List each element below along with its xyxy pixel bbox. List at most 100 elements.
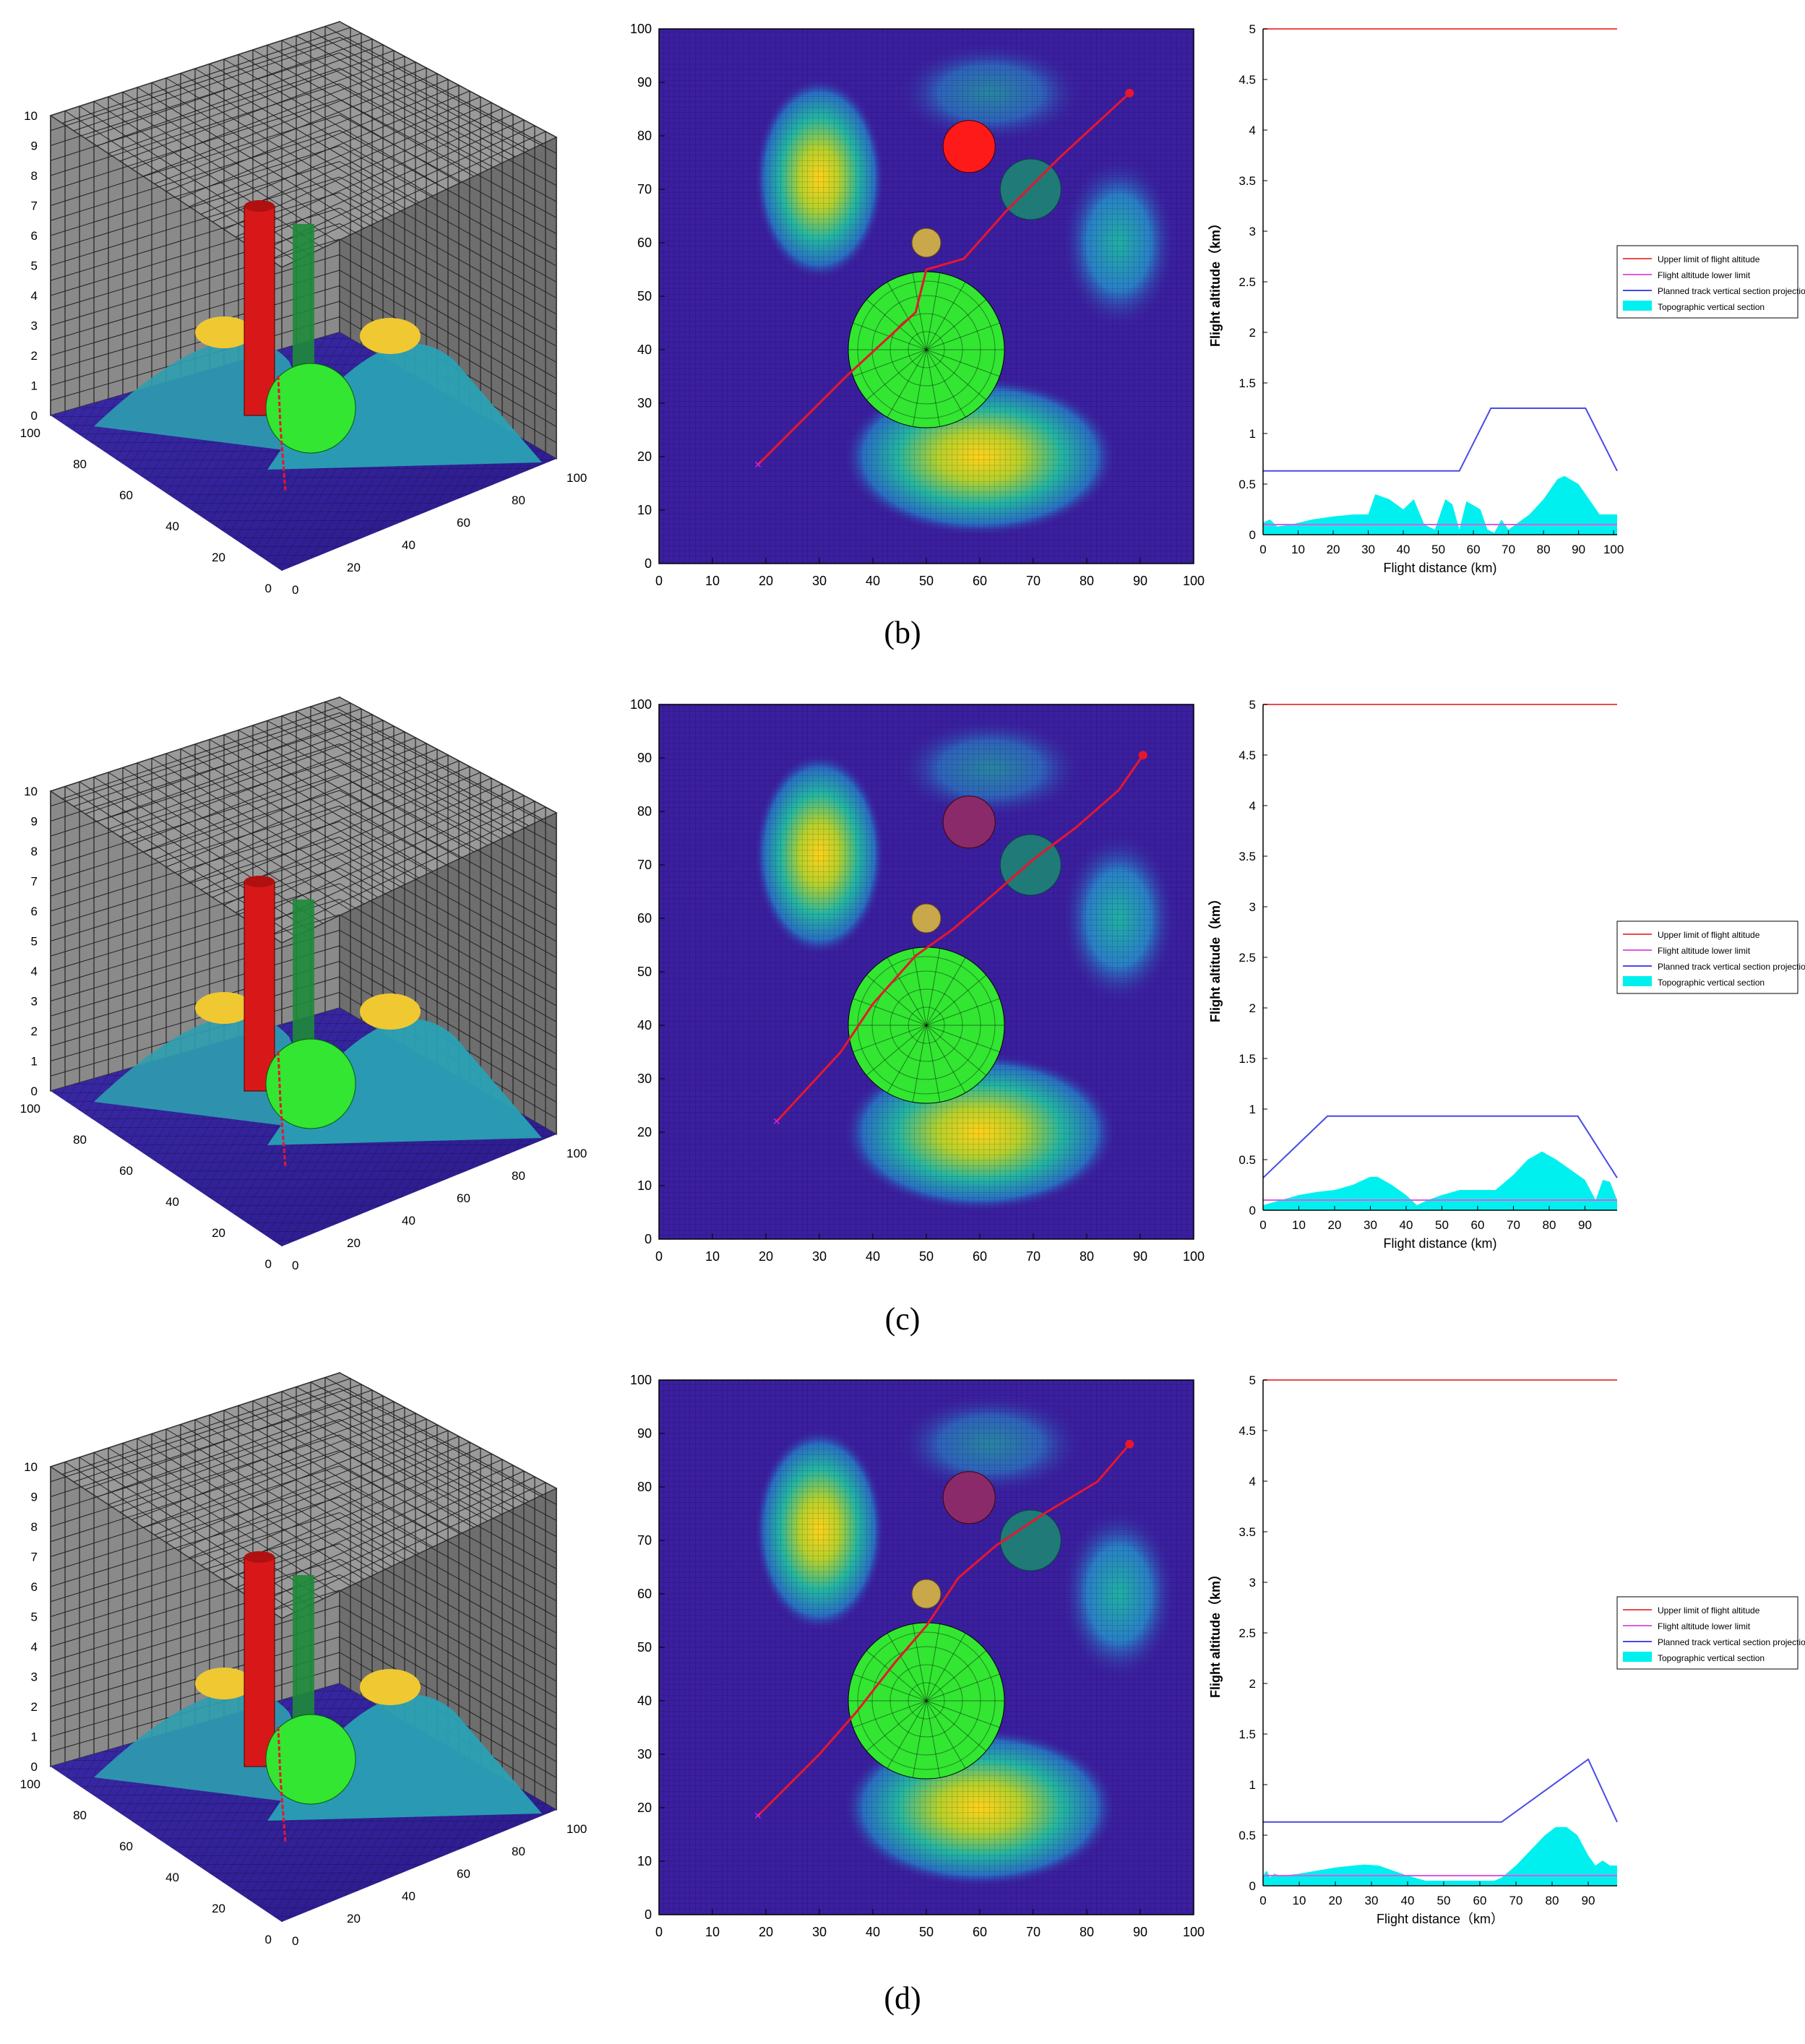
x-tick-label: 30 bbox=[1361, 543, 1375, 556]
y-tick-label: 70 bbox=[637, 858, 652, 872]
x-tick-label: 20 bbox=[347, 1912, 361, 1926]
x-tick-label: 0 bbox=[1259, 543, 1266, 556]
grid-line bbox=[209, 1415, 434, 1548]
z-tick-label: 9 bbox=[31, 139, 38, 153]
threat-zone-spoke bbox=[926, 1025, 1000, 1053]
x-tick-label: 50 bbox=[919, 574, 934, 588]
x-tick-label: 100 bbox=[1183, 1249, 1205, 1264]
grid-line bbox=[310, 30, 530, 151]
planned-track bbox=[757, 92, 1131, 466]
threat-zone-ring bbox=[889, 1664, 963, 1738]
z-tick-label: 4 bbox=[31, 289, 38, 303]
threat-zone-yellow bbox=[911, 228, 942, 258]
threat-zone-yellow bbox=[911, 903, 942, 933]
threat-zone-teal bbox=[999, 834, 1061, 896]
z-tick-label: 1 bbox=[31, 1055, 38, 1069]
z-tick-label: 2 bbox=[31, 349, 38, 363]
z-tick-label: 10 bbox=[24, 109, 38, 123]
z-tick-label: 5 bbox=[31, 259, 38, 273]
x-tick-label: 70 bbox=[1502, 543, 1515, 556]
grid-line bbox=[223, 734, 447, 866]
x-tick-label: 40 bbox=[866, 1925, 880, 1939]
grid-line bbox=[50, 1574, 340, 1663]
x-tick-label: 30 bbox=[812, 1925, 827, 1939]
x-tick-label: 40 bbox=[1400, 1218, 1413, 1232]
x-axis-label: Flight distance（km） bbox=[1377, 1912, 1504, 1926]
threat-zone-ring bbox=[857, 1631, 996, 1770]
track-start-marker: × bbox=[754, 1808, 762, 1823]
legend-entry: Planned track vertical section projectio… bbox=[1658, 962, 1805, 972]
grid-line bbox=[238, 54, 461, 184]
grid-line bbox=[50, 1543, 340, 1632]
grid-line bbox=[339, 868, 557, 991]
terrain-peak-right bbox=[360, 993, 421, 1030]
planned-track bbox=[757, 1443, 1131, 1817]
y-tick-label: 3 bbox=[1249, 225, 1256, 238]
terrain-peak-left bbox=[195, 992, 253, 1024]
y-tick-label: 0 bbox=[265, 582, 272, 595]
y-axis-label: Flight altitude（km） bbox=[1208, 217, 1223, 347]
y-tick-label: 20 bbox=[212, 1226, 225, 1240]
y-tick-label: 2 bbox=[1249, 326, 1256, 340]
x-axis-label: Flight distance (km) bbox=[1383, 561, 1496, 575]
grid-line bbox=[50, 883, 340, 972]
grid-line bbox=[50, 868, 340, 957]
threat-zone-spoke bbox=[887, 349, 927, 418]
threat-zone-spoke bbox=[853, 1673, 927, 1702]
legend-entry: Flight altitude lower limit bbox=[1658, 270, 1751, 280]
grid-line bbox=[339, 961, 557, 1087]
grid-line bbox=[252, 1400, 475, 1528]
panel-caption: (d) bbox=[884, 1980, 921, 2016]
x-tick-label: 70 bbox=[1507, 1218, 1520, 1232]
grid-line bbox=[238, 1405, 461, 1535]
legend-swatch bbox=[1623, 976, 1652, 986]
terrain-peak-left bbox=[195, 1668, 253, 1699]
grid-line bbox=[339, 1543, 557, 1666]
grid-line bbox=[235, 789, 514, 913]
threat-cylinder-red-top bbox=[244, 876, 275, 887]
threat-zone-spoke bbox=[926, 322, 1000, 350]
y-tick-label: 0 bbox=[645, 1907, 652, 1922]
x-tick-label: 10 bbox=[1293, 1894, 1306, 1907]
grid-line bbox=[50, 930, 340, 1017]
threat-dome-green bbox=[265, 363, 356, 454]
terrain-peak-right bbox=[360, 318, 421, 354]
y-tick-label: 2 bbox=[1249, 1001, 1256, 1015]
y-tick-label: 80 bbox=[637, 129, 652, 143]
x-tick-label: 20 bbox=[1329, 1894, 1343, 1907]
threat-zone-ring bbox=[908, 331, 945, 368]
y-tick-label: 80 bbox=[637, 804, 652, 819]
grid-line bbox=[310, 706, 530, 827]
y-tick-label: 30 bbox=[637, 396, 652, 410]
y-tick-label: 80 bbox=[637, 1480, 652, 1494]
x-tick-label: 70 bbox=[1026, 574, 1041, 588]
grid-line bbox=[339, 1605, 557, 1730]
threat-zone-spoke bbox=[887, 1700, 927, 1769]
grid-line bbox=[324, 702, 543, 820]
y-tick-label: 40 bbox=[165, 519, 179, 533]
x-tick-label: 50 bbox=[1435, 1218, 1449, 1232]
y-tick-label: 40 bbox=[637, 342, 652, 357]
threat-zone-spoke bbox=[866, 1025, 927, 1076]
series-planned-track bbox=[1263, 407, 1618, 472]
grid-line bbox=[252, 49, 475, 177]
x-tick-label: 100 bbox=[567, 1822, 587, 1836]
threat-zone-green bbox=[848, 1622, 1005, 1780]
x-tick-label: 10 bbox=[705, 1925, 720, 1939]
x-tick-label: 70 bbox=[1509, 1894, 1523, 1907]
y-tick-label: 4.5 bbox=[1238, 1424, 1256, 1438]
threat-cylinder-red bbox=[244, 205, 275, 416]
x-tick-label: 80 bbox=[1080, 1925, 1094, 1939]
grid-line bbox=[223, 1410, 447, 1541]
grid-line bbox=[270, 131, 546, 260]
y-tick-label: 10 bbox=[637, 503, 652, 517]
y-tick-label: 80 bbox=[73, 1808, 87, 1822]
threat-zone-spoke bbox=[866, 349, 927, 400]
grid-line bbox=[50, 852, 340, 941]
grid-line bbox=[339, 1621, 557, 1746]
threat-zone-ring bbox=[871, 970, 981, 1080]
y-tick-label: 1.5 bbox=[1238, 1052, 1256, 1066]
grid-line bbox=[177, 85, 460, 199]
threat-zone-spoke bbox=[926, 975, 987, 1026]
x-tick-label: 90 bbox=[1133, 574, 1147, 588]
